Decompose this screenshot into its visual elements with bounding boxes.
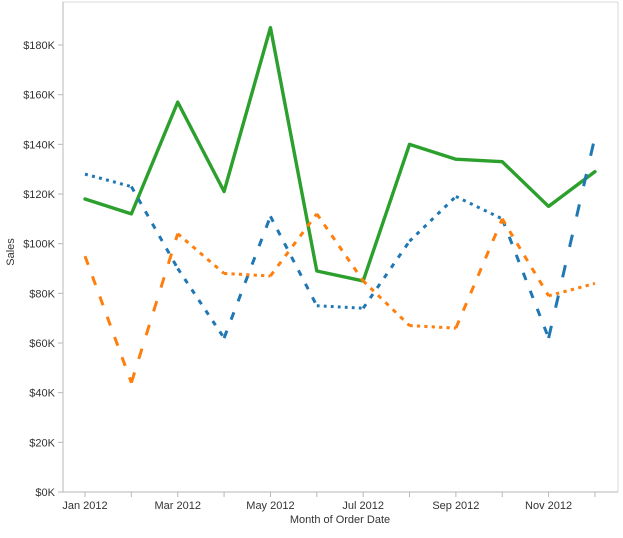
- blue-dashed-line-segment: [316, 304, 364, 310]
- x-tick-label: Mar 2012: [154, 500, 200, 512]
- blue-dashed-line-segment: [222, 215, 272, 339]
- y-tick-label: $160K: [23, 90, 55, 102]
- x-tick-label: Sep 2012: [432, 500, 479, 512]
- blue-dashed-line-segment: [408, 195, 457, 243]
- orange-dashed-line-segment: [548, 281, 596, 298]
- y-tick-label: $140K: [23, 139, 55, 151]
- orange-dashed-line-segment: [269, 212, 319, 277]
- blue-dashed-line-segment: [500, 218, 550, 339]
- blue-dashed-line-segment: [84, 172, 132, 188]
- y-tick-label: $80K: [29, 288, 55, 300]
- x-tick-label: Jul 2012: [342, 500, 384, 512]
- y-tick-label: $120K: [23, 189, 55, 201]
- orange-dashed-line-segment: [223, 271, 271, 278]
- y-tick-label: $0K: [35, 487, 55, 499]
- y-tick-label: $60K: [29, 338, 55, 350]
- orange-dashed-line-segment: [409, 324, 456, 330]
- orange-dashed-line-segment: [454, 218, 504, 329]
- blue-dashed-line-segment: [361, 240, 411, 310]
- x-tick-label: May 2012: [246, 500, 294, 512]
- y-tick-label: $40K: [29, 388, 55, 400]
- x-tick-label: Jan 2012: [62, 500, 107, 512]
- x-tick-label: Nov 2012: [525, 500, 572, 512]
- blue-dashed-line-segment: [176, 267, 226, 339]
- orange-dashed-line-segment: [129, 233, 180, 384]
- blue-dashed-line-segment: [269, 215, 319, 307]
- orange-dashed-line-segment: [83, 255, 133, 384]
- blue-dashed-line-segment: [547, 136, 597, 339]
- orange-dashed-line-segment: [176, 232, 226, 275]
- orange-dashed-line-segment: [500, 218, 550, 297]
- x-axis-title: Month of Order Date: [290, 514, 390, 526]
- axes-layer: $0K $20K $40K $60K $80K $100K $120K $140K $160K $…: [23, 1, 619, 512]
- orange-dashed-line-segment: [315, 213, 365, 282]
- orange-dashed-line-segment: [362, 279, 411, 327]
- y-tick-label: $20K: [29, 437, 55, 449]
- y-axis-title: Sales: [5, 238, 17, 266]
- green-solid-line: [83, 25, 597, 283]
- orange-dashed-line: [83, 212, 596, 384]
- blue-dashed-line-segment: [130, 185, 180, 270]
- y-tick-label: $100K: [23, 239, 55, 251]
- series-layer: [83, 25, 597, 384]
- blue-dashed-line-segment: [455, 195, 503, 221]
- blue-dashed-line: [84, 136, 597, 339]
- y-tick-label: $180K: [23, 40, 55, 52]
